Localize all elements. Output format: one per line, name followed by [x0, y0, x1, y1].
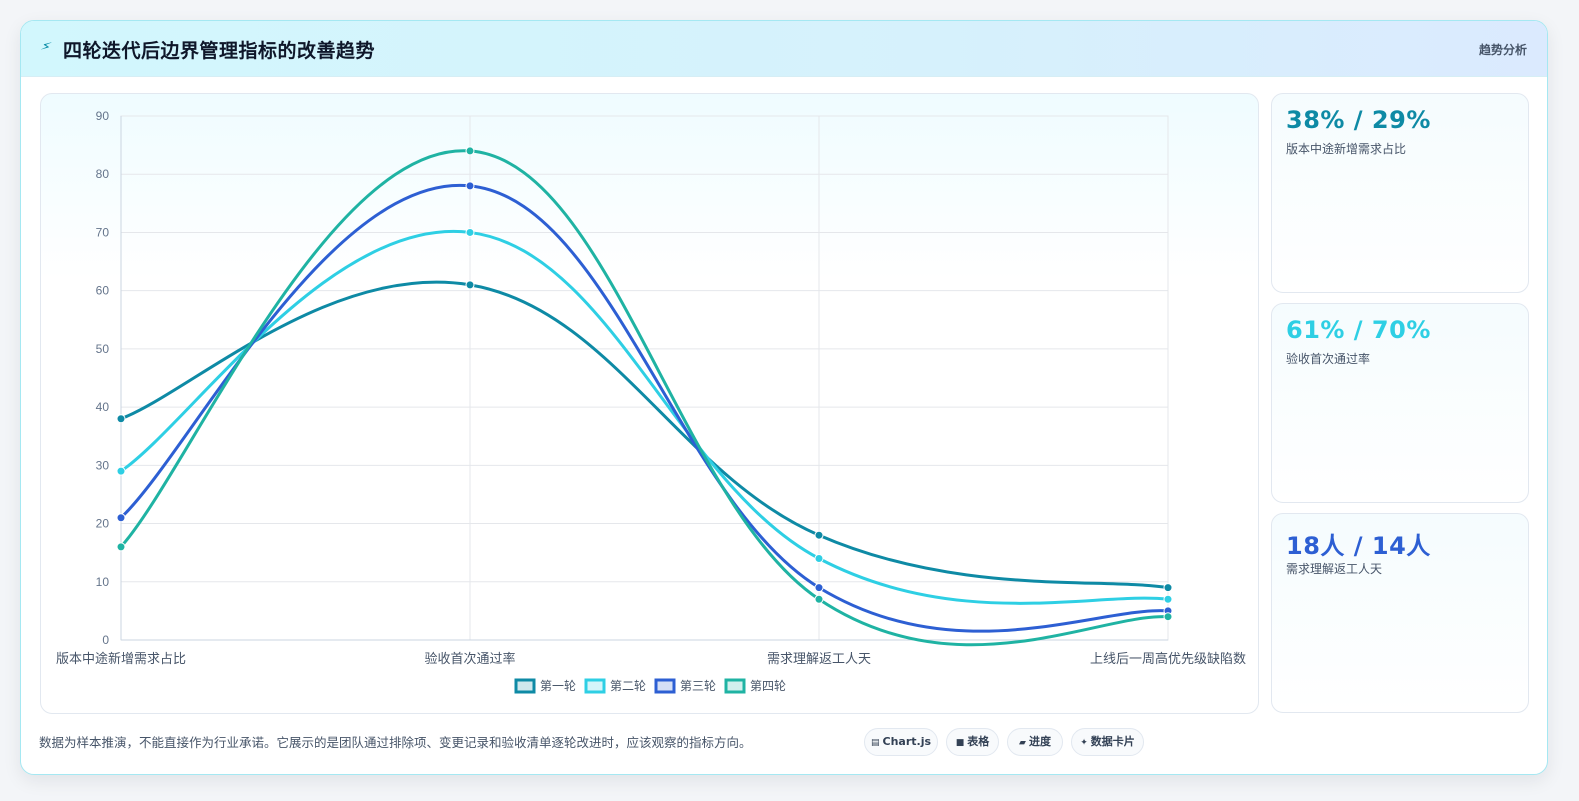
data-point [814, 583, 824, 593]
y-tick-label: 60 [96, 284, 110, 298]
footer-note: 数据为样本推演，不能直接作为行业承诺。它展示的是团队通过排除项、变更记录和验收清… [39, 735, 752, 750]
header-tag: 趋势分析 [1478, 43, 1527, 57]
y-tick-label: 80 [96, 167, 110, 181]
y-tick-label: 70 [96, 225, 110, 239]
stat-value: 18人 / 14人 [1286, 532, 1431, 560]
data-point [116, 513, 126, 523]
legend-swatch [724, 678, 746, 694]
data-point [116, 466, 126, 476]
y-tick-label: 10 [96, 575, 110, 589]
legend-label: 第二轮 [610, 679, 646, 693]
plot-area [120, 115, 1169, 641]
series-line [119, 184, 1169, 633]
data-point [1163, 583, 1173, 593]
x-tick-label: 验收首次通过率 [424, 651, 515, 667]
x-tick-label: 版本中途新增需求占比 [56, 651, 186, 667]
table-icon: ■ [955, 738, 965, 748]
legend-label: 第四轮 [750, 679, 786, 693]
data-point [814, 594, 824, 604]
series-line [119, 149, 1169, 647]
x-tick-label: 上线后一周高优先级缺陷数 [1090, 651, 1246, 667]
stat-label: 版本中途新增需求占比 [1286, 142, 1407, 156]
progress-icon: ▰ [1019, 738, 1026, 748]
data-point [116, 542, 126, 552]
stat-label: 需求理解返工人天 [1286, 562, 1383, 576]
legend-swatch [654, 678, 676, 694]
data-point [465, 280, 475, 290]
pill-label: 表格 [967, 735, 990, 748]
stat-value: 38% / 29% [1286, 106, 1431, 134]
stat-card-first-pass: 61% / 70% 验收首次通过率 [1271, 303, 1529, 503]
legend-label: 第三轮 [680, 679, 716, 693]
series-line [120, 280, 1169, 590]
y-tick-label: 50 [96, 342, 110, 356]
data-point [465, 146, 475, 156]
chart-title: 四轮迭代后边界管理指标的改善趋势 [63, 40, 376, 62]
stat-card-scope-change: 38% / 29% 版本中途新增需求占比 [1271, 93, 1529, 293]
x-tick-label: 需求理解返工人天 [767, 652, 871, 667]
data-point [814, 530, 824, 540]
y-tick-label: 40 [96, 400, 110, 414]
y-tick-label: 0 [102, 633, 109, 647]
card-header: ⚡ 四轮迭代后边界管理指标的改善趋势 趋势分析 [21, 21, 1547, 77]
pill-label: Chart.js [882, 735, 932, 748]
data-point [465, 227, 475, 237]
chart-icon: ▤ [870, 738, 880, 748]
legend-swatch [584, 678, 606, 694]
data-point [1163, 612, 1173, 622]
pill-label: 进度 [1028, 735, 1051, 748]
series-line [120, 229, 1169, 605]
stat-card-rework: 18人 / 14人 需求理解返工人天 [1271, 513, 1529, 713]
chart-panel: 0 10 20 30 40 50 60 70 80 90 版本中途新增需求占比 验收首次通过率 需求理解… [40, 93, 1259, 714]
pill-chartjs[interactable]: ▤ Chart.js [864, 728, 938, 756]
data-point [465, 181, 475, 191]
pill-progress[interactable]: ▰ 进度 [1007, 728, 1063, 756]
dashboard-card: ⚡ 四轮迭代后边界管理指标的改善趋势 趋势分析 0 10 20 30 40 50 60 70 8… [20, 20, 1548, 775]
stat-label: 验收首次通过率 [1286, 352, 1371, 366]
stat-value: 61% / 70% [1286, 316, 1431, 344]
data-point [1163, 594, 1173, 604]
line-chart: 0 10 20 30 40 50 60 70 80 90 版本中途新增需求占比 验收首次通过率 需求理解… [56, 109, 1246, 694]
lightning-icon: ⚡ [38, 37, 54, 57]
y-tick-label: 30 [96, 458, 110, 472]
pill-data-card[interactable]: ✦ 数据卡片 [1071, 728, 1144, 756]
y-tick-label: 20 [96, 517, 110, 531]
legend-label: 第一轮 [540, 679, 576, 693]
data-point [814, 553, 824, 563]
legend-swatch [514, 678, 536, 694]
pill-table[interactable]: ■ 表格 [946, 728, 999, 756]
sparkle-icon: ✦ [1080, 738, 1088, 748]
y-tick-label: 90 [96, 109, 110, 123]
data-point [116, 414, 126, 424]
pill-label: 数据卡片 [1090, 735, 1135, 748]
